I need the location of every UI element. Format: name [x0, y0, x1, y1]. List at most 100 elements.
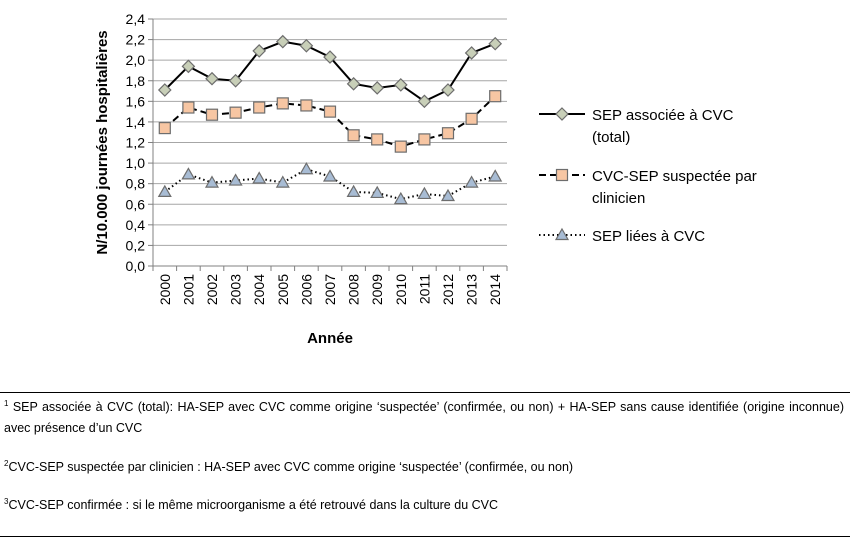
- x-axis-ticks: 2000 2001 2002 2003 2004 2005 2006 2007 2008 2009…: [152, 266, 508, 305]
- y-tick-label: 0,8: [126, 176, 146, 192]
- diamond-marker: [488, 36, 503, 51]
- triangle-marker: [393, 191, 408, 205]
- triangle-marker: [417, 186, 432, 200]
- square-marker: [158, 121, 171, 135]
- footnote-text: CVC-SEP confirmée : si le même microorga…: [8, 498, 499, 512]
- footnote-mark: 3: [4, 496, 9, 506]
- y-tick-label: 1,0: [126, 155, 146, 171]
- triangle-marker: [228, 173, 243, 186]
- triangle-marker: [181, 167, 196, 180]
- diamond-marker: [323, 50, 337, 64]
- square-marker: [182, 101, 195, 114]
- square-marker: [253, 101, 266, 114]
- diamond-marker: [441, 83, 455, 97]
- x-axis-label: Année: [307, 330, 353, 347]
- y-tick-label: 0,4: [126, 217, 146, 233]
- diamond-marker: [299, 38, 314, 53]
- x-tick-label: 2007: [322, 274, 338, 305]
- square-marker: [300, 99, 313, 112]
- legend-item-1: SEP associée à CVC (total): [539, 107, 734, 146]
- x-tick-label: 2010: [393, 274, 409, 305]
- series-group: [157, 34, 503, 205]
- series-3: [157, 162, 503, 205]
- y-tick-label: 2,4: [126, 11, 146, 27]
- x-tick-label: 2004: [251, 274, 267, 305]
- triangle-marker: [488, 169, 503, 182]
- gridlines: [153, 18, 507, 246]
- diamond-marker: [370, 81, 385, 95]
- y-tick-label: 1,2: [126, 135, 146, 151]
- triangle-marker: [252, 171, 267, 184]
- triangle-marker: [370, 185, 385, 199]
- y-tick-label: 2,0: [126, 52, 146, 68]
- series-line: [164, 168, 496, 201]
- square-marker: [465, 112, 478, 125]
- y-tick-label: 0,2: [126, 237, 146, 253]
- triangle-marker: [322, 169, 338, 182]
- y-axis-label: N/10.000 journées hospitalières: [94, 30, 111, 254]
- square-marker: [347, 129, 360, 142]
- triangle-marker: [204, 175, 220, 188]
- square-marker: [489, 90, 502, 103]
- series-line: [164, 95, 496, 148]
- triangle-marker: [440, 188, 456, 202]
- x-tick-label: 2011: [416, 274, 432, 304]
- diamond-marker: [252, 44, 267, 58]
- diamond-marker: [205, 71, 219, 86]
- diamond-marker: [393, 78, 408, 92]
- y-tick-label: 1,6: [126, 93, 146, 109]
- legend-label: clinicien: [592, 190, 645, 207]
- legend-label: CVC-SEP suspectée par: [592, 168, 757, 185]
- square-marker: [418, 133, 431, 146]
- triangle-marker: [554, 227, 570, 241]
- footnotes: 1 SEP associée à CVC (total): HA-SEP ave…: [0, 392, 850, 537]
- square-marker: [441, 127, 455, 140]
- x-tick-label: 2003: [228, 274, 244, 305]
- square-marker: [371, 133, 384, 146]
- x-tick-label: 2005: [275, 274, 291, 305]
- x-tick-label: 2001: [180, 274, 196, 305]
- diamond-marker: [464, 46, 479, 60]
- square-marker: [205, 108, 219, 121]
- triangle-marker: [346, 184, 361, 197]
- y-tick-label: 2,2: [126, 32, 146, 48]
- x-tick-label: 2008: [346, 274, 362, 305]
- square-marker: [323, 105, 337, 118]
- diamond-marker: [275, 34, 290, 49]
- x-tick-label: 2002: [204, 274, 220, 305]
- diamond-marker: [555, 107, 569, 121]
- square-marker: [555, 168, 569, 182]
- footnote-2: 2CVC-SEP suspectée par clinicien : HA-SE…: [4, 457, 844, 478]
- square-marker: [276, 97, 289, 110]
- x-tick-label: 2014: [487, 274, 503, 305]
- legend-item-3: SEP liées à CVC: [539, 227, 705, 245]
- footnote-text: CVC-SEP suspectée par clinicien : HA-SEP…: [8, 460, 574, 474]
- y-tick-label: 1,8: [126, 73, 146, 89]
- y-tick-label: 0,6: [126, 196, 146, 212]
- legend-label: (total): [592, 129, 630, 146]
- y-tick-label: 0,0: [126, 258, 146, 274]
- square-marker: [229, 106, 242, 119]
- triangle-marker: [157, 184, 172, 197]
- footnote-text: SEP associée à CVC (total): HA-SEP avec …: [4, 400, 844, 435]
- series-1: [157, 34, 503, 109]
- x-tick-label: 2009: [369, 274, 385, 305]
- legend-label: SEP associée à CVC: [592, 107, 734, 124]
- footnote-1: 1 SEP associée à CVC (total): HA-SEP ave…: [4, 397, 844, 439]
- series-2: [158, 90, 502, 153]
- line-chart: 0,00,20,40,60,81,01,21,41,61,82,02,22,4 …: [94, 11, 757, 347]
- footnote-3: 3CVC-SEP confirmée : si le même microorg…: [4, 495, 844, 516]
- diamond-marker: [346, 76, 361, 91]
- y-axis-ticks: 0,0 0,2 0,4 0,6 0,8 1,0 1,2 1,4 1,6 1,8 2,0 2,2 2,4: [126, 11, 153, 274]
- diamond-marker: [157, 83, 172, 97]
- diamond-marker: [181, 59, 196, 74]
- x-tick-label: 2006: [298, 274, 314, 305]
- diamond-marker: [228, 73, 243, 88]
- square-marker: [394, 140, 407, 153]
- diamond-marker: [417, 94, 432, 109]
- x-tick-label: 2013: [464, 274, 480, 305]
- triangle-marker: [464, 175, 479, 188]
- legend-label: SEP liées à CVC: [592, 228, 705, 245]
- footnote-mark: 1: [4, 398, 9, 408]
- footnote-mark: 2: [4, 458, 9, 468]
